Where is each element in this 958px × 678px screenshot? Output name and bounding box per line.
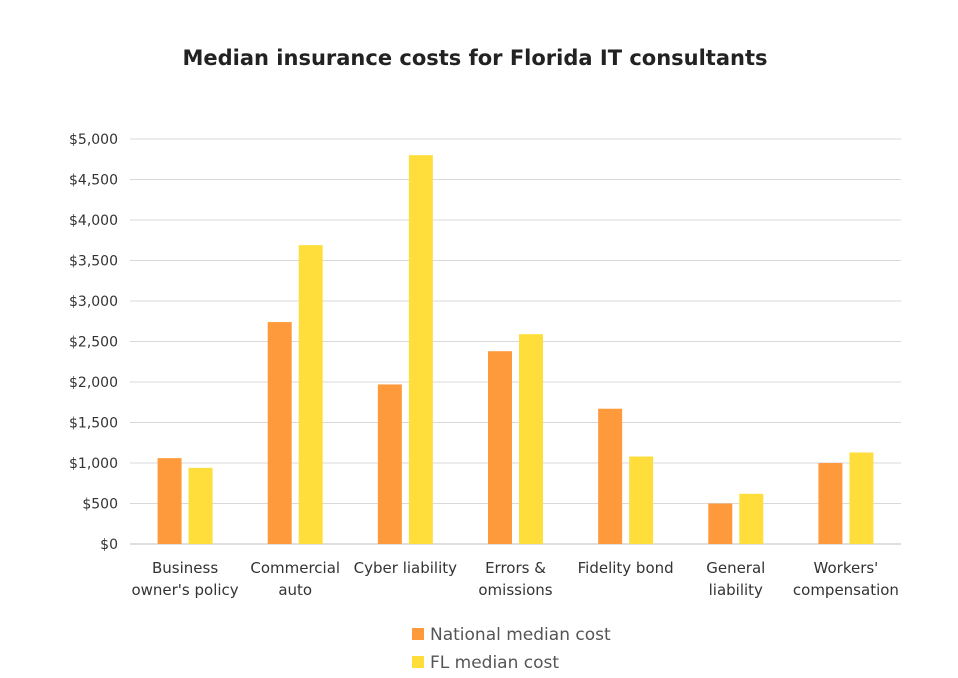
bar-fl-0 [188,467,213,544]
x-category-label: Errors & [485,559,546,577]
bar-fl-5 [739,493,764,544]
y-tick-label: $1,500 [69,416,118,432]
bar-national-1 [267,322,292,544]
bar-fl-4 [629,456,654,544]
x-category-label: Workers' [814,559,879,577]
x-category-label: Cyber liability [354,559,457,577]
y-tick-label: $3,000 [69,294,118,310]
bar-national-6 [818,463,843,544]
x-category-label: Fidelity bond [578,559,674,577]
y-tick-label: $4,500 [69,173,118,189]
y-tick-label: $5,000 [69,132,118,148]
y-tick-label: $4,000 [69,213,118,229]
bar-fl-2 [408,155,433,544]
bar-national-3 [488,351,512,544]
bars [157,155,874,545]
legend-swatch [412,628,424,640]
x-category-label: compensation [793,581,899,599]
x-category-label: Business [152,559,218,577]
bar-fl-6 [849,452,874,544]
y-tick-label: $0 [100,537,118,553]
y-tick-label: $500 [82,497,118,513]
x-category-label: omissions [478,581,552,599]
x-category-label: Commercial [250,559,340,577]
y-tick-label: $2,000 [69,375,118,391]
legend-label: National median cost [430,625,611,645]
bar-national-5 [708,503,733,544]
x-axis-categories: Business owner's policy Commercial auto Cybe… [131,559,898,599]
bar-fl-1 [298,245,323,545]
x-category-label: owner's policy [131,581,238,599]
bar-fl-3 [519,334,543,544]
chart-title: Median insurance costs for Florida IT co… [183,46,768,70]
bar-national-4 [598,408,623,544]
y-tick-label: $2,500 [69,335,118,351]
x-category-label: liability [709,581,763,599]
legend: National median cost FL median cost [412,625,611,673]
y-axis-ticks: $0 $500 $1,000 $1,500 $2,000 $2,500 $3,000 $3,5… [69,132,118,553]
grid-lines [130,138,901,545]
legend-label: FL median cost [430,653,559,673]
bar-national-0 [157,458,182,544]
x-category-label: General [706,559,765,577]
y-tick-label: $1,000 [69,456,118,472]
legend-swatch [412,656,424,668]
y-tick-label: $3,500 [69,254,118,270]
bar-national-2 [377,384,402,544]
x-category-label: auto [278,581,312,599]
